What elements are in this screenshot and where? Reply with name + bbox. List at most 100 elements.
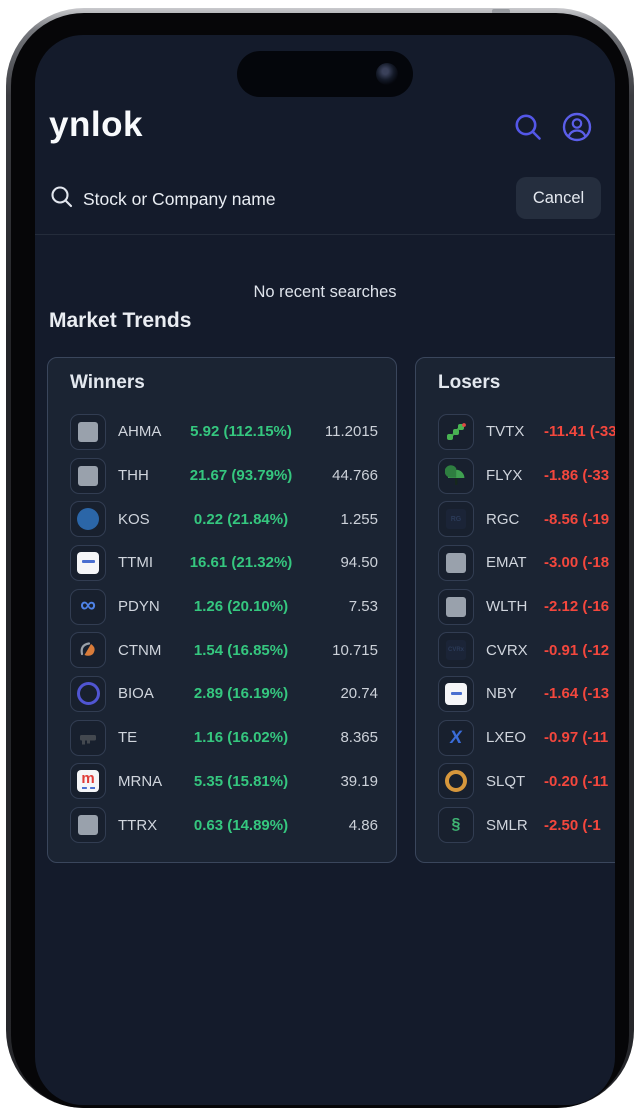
- stock-change: 5.92 (112.15%): [190, 423, 292, 441]
- stock-row[interactable]: § SMLR -2.50 (-1: [438, 803, 615, 847]
- stock-change: 5.35 (15.81%): [193, 772, 289, 790]
- section-title: Market Trends: [49, 309, 192, 332]
- x-blue-icon: X: [438, 719, 474, 756]
- stock-change: -8.56 (-19: [544, 510, 610, 528]
- cvrx-faint-icon: CVRx: [438, 632, 474, 669]
- stock-value: 10.715: [332, 641, 378, 659]
- stock-change: -3.00 (-18: [544, 554, 610, 572]
- stock-change: -2.12 (-16: [544, 598, 610, 616]
- stock-row[interactable]: TE 1.16 (16.02%) 8.365: [70, 716, 378, 760]
- search-icon[interactable]: [512, 111, 544, 143]
- stock-row[interactable]: TTMI 16.61 (21.32%) 94.50: [70, 541, 378, 585]
- stock-ticker: BIOA: [118, 685, 154, 703]
- app-screen: уnlok: [35, 35, 615, 1105]
- stock-row[interactable]: CVRx CVRX -0.91 (-12: [438, 628, 615, 672]
- stock-value: 1.255: [340, 510, 378, 528]
- stock-change: 0.22 (21.84%): [193, 510, 289, 528]
- mrna-logo-icon: m: [70, 763, 106, 800]
- search-input[interactable]: [81, 179, 505, 219]
- stock-ticker: WLTH: [486, 598, 528, 616]
- stock-ticker: PDYN: [118, 598, 160, 616]
- stock-row[interactable]: CTNM 1.54 (16.85%) 10.715: [70, 628, 378, 672]
- empty-state-text: No recent searches: [253, 283, 397, 301]
- stock-change: 1.26 (20.10%): [193, 598, 289, 616]
- stock-row[interactable]: TTRX 0.63 (14.89%) 4.86: [70, 803, 378, 847]
- stock-change: 0.63 (14.89%): [193, 816, 289, 834]
- stock-ticker: CVRX: [486, 641, 528, 659]
- app-logo: уnlok: [49, 105, 143, 144]
- stock-ticker: TTRX: [118, 816, 158, 834]
- losers-card-title: Losers: [438, 372, 501, 393]
- stock-row[interactable]: KOS 0.22 (21.84%) 1.255: [70, 497, 378, 541]
- stock-row[interactable]: THH 21.67 (93.79%) 44.766: [70, 454, 378, 498]
- stock-ticker: KOS: [118, 510, 150, 528]
- stock-change: -11.41 (-33: [544, 423, 615, 441]
- stock-value: 7.53: [348, 598, 378, 616]
- stock-change: -0.97 (-11: [544, 729, 609, 747]
- globe-icon: [70, 501, 106, 538]
- stock-ticker: EMAT: [486, 554, 527, 572]
- stock-change: -0.91 (-12: [544, 641, 610, 659]
- stock-ticker: FLYX: [486, 467, 523, 485]
- square-gray-icon: [70, 807, 106, 844]
- square-gray-icon: [70, 457, 106, 494]
- stock-change: 2.89 (16.19%): [193, 685, 289, 703]
- stock-row[interactable]: ∞ PDYN 1.26 (20.10%) 7.53: [70, 585, 378, 629]
- phone-frame: уnlok: [6, 8, 634, 1108]
- rgc-faint-icon: RG: [438, 501, 474, 538]
- swirl-icon: [70, 632, 106, 669]
- stock-value: 8.365: [340, 729, 378, 747]
- stock-value: 20.74: [340, 685, 378, 703]
- stock-ticker: TE: [118, 729, 138, 747]
- stock-value: 44.766: [332, 467, 378, 485]
- stock-value: 39.19: [340, 772, 378, 790]
- stock-row[interactable]: FLYX -1.86 (-33: [438, 454, 615, 498]
- stock-row[interactable]: WLTH -2.12 (-16: [438, 585, 615, 629]
- square-gray-icon: [438, 544, 474, 581]
- infinity-icon: ∞: [70, 588, 106, 625]
- stock-ticker: NBY: [486, 685, 517, 703]
- market-trends-carousel[interactable]: Winners AHMA 5.92 (112.15%) 11.2015 THH 21.6…: [47, 357, 615, 863]
- steps-green-icon: [438, 413, 474, 450]
- ring-gold-icon: [438, 763, 474, 800]
- stock-ticker: TTMI: [118, 554, 153, 572]
- stock-change: -1.86 (-33: [544, 467, 610, 485]
- stock-ticker: SLQT: [486, 772, 526, 790]
- stock-ticker: MRNA: [118, 772, 163, 790]
- tree-green-icon: [438, 457, 474, 494]
- winners-card: Winners AHMA 5.92 (112.15%) 11.2015 THH 21.6…: [47, 357, 397, 863]
- square-gray-icon: [70, 413, 106, 450]
- stock-row[interactable]: EMAT -3.00 (-18: [438, 541, 615, 585]
- phone-bezel: уnlok: [11, 13, 629, 1108]
- stock-change: 1.54 (16.85%): [193, 641, 289, 659]
- profile-icon[interactable]: [561, 111, 593, 143]
- stock-row[interactable]: TVTX -11.41 (-33: [438, 410, 615, 454]
- square-gray-icon: [438, 588, 474, 625]
- stock-row[interactable]: X LXEO -0.97 (-11: [438, 716, 615, 760]
- stock-row[interactable]: AHMA 5.92 (112.15%) 11.2015: [70, 410, 378, 454]
- winners-card-title: Winners: [70, 372, 145, 393]
- stock-row[interactable]: RG RGC -8.56 (-19: [438, 497, 615, 541]
- stock-ticker: LXEO: [486, 729, 527, 747]
- cancel-button[interactable]: Cancel: [516, 177, 601, 219]
- header-actions: [512, 111, 593, 143]
- section-divider: [35, 234, 615, 235]
- magnifier-icon: [49, 184, 75, 215]
- ttmi-logo-icon: [70, 544, 106, 581]
- dynamic-island: [237, 51, 413, 97]
- stock-change: 16.61 (21.32%): [189, 554, 293, 572]
- stock-change: -2.50 (-1: [544, 816, 601, 834]
- stock-ticker: TVTX: [486, 423, 525, 441]
- ring-purple-icon: [70, 675, 106, 712]
- stock-row[interactable]: SLQT -0.20 (-11: [438, 760, 615, 804]
- stock-row[interactable]: m MRNA 5.35 (15.81%) 39.19: [70, 760, 378, 804]
- key-dark-icon: [70, 719, 106, 756]
- stock-value: 11.2015: [324, 423, 378, 441]
- stock-change: -1.64 (-13: [544, 685, 610, 703]
- stock-row[interactable]: BIOA 2.89 (16.19%) 20.74: [70, 672, 378, 716]
- stock-row[interactable]: NBY -1.64 (-13: [438, 672, 615, 716]
- stock-ticker: AHMA: [118, 423, 162, 441]
- stock-value: 4.86: [348, 816, 378, 834]
- front-camera-icon: [376, 63, 398, 85]
- stock-ticker: CTNM: [118, 641, 162, 659]
